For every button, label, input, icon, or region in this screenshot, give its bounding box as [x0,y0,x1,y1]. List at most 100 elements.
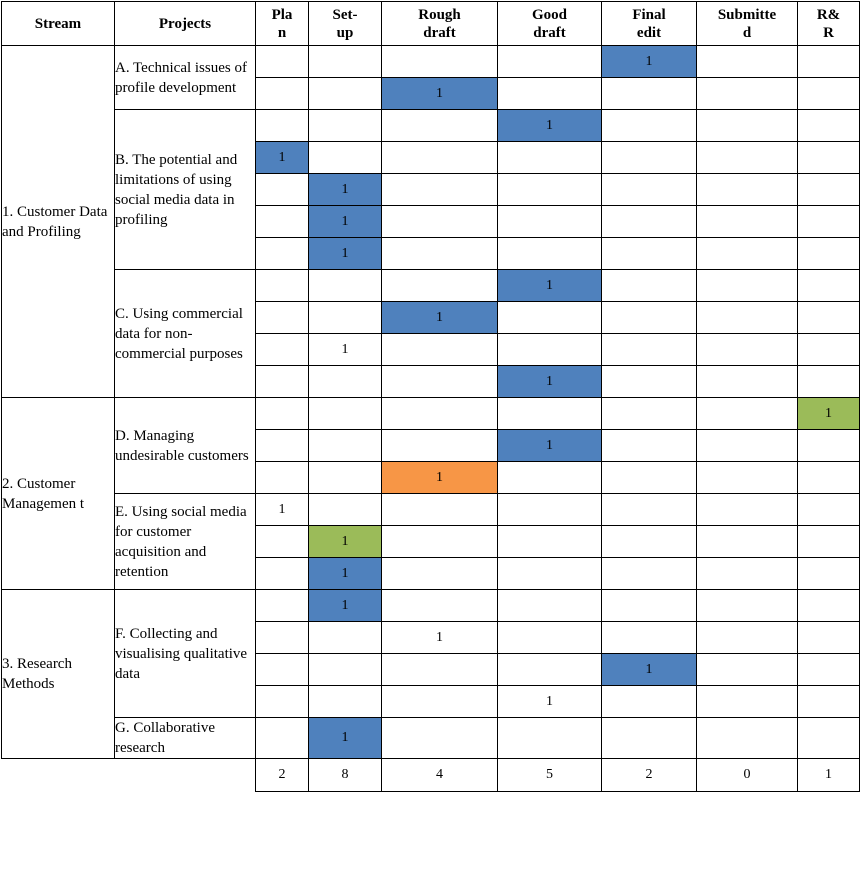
empty-cell [601,717,697,759]
empty-cell [601,621,697,654]
empty-cell [381,205,498,238]
empty-cell [601,173,697,206]
total-cell: 8 [308,758,382,792]
totals-spacer [2,759,256,792]
empty-cell [797,461,860,494]
header-good-draft: Good draft [497,1,602,46]
empty-cell [255,77,309,110]
empty-cell [797,45,860,78]
header-row: Stream Projects Pla n Set- up Rough draf… [1,1,860,46]
empty-cell [497,173,602,206]
empty-cell [381,525,498,558]
empty-cell [497,493,602,526]
empty-cell [497,77,602,110]
stream-label: 1. Customer Data and Profiling [1,45,115,398]
empty-cell [696,269,798,302]
header-projects: Projects [114,1,256,46]
empty-cell [601,141,697,174]
empty-cell [308,269,382,302]
table-row: 1 [2,461,860,494]
empty-cell [308,397,382,430]
table-row: 1 [2,301,860,334]
empty-cell [381,365,498,398]
empty-cell [797,653,860,686]
project-status-table: Stream Projects Pla n Set- up Rough draf… [1,1,860,792]
empty-cell [696,525,798,558]
status-cell: 1 [381,301,498,334]
empty-cell [797,141,860,174]
empty-cell [601,525,697,558]
table-row: E. Using social media for customer acqui… [2,493,860,590]
empty-cell [497,45,602,78]
table-row: 1 [2,205,860,238]
empty-cell [255,173,309,206]
empty-cell [308,77,382,110]
status-cell: 1 [308,589,382,622]
empty-cell [255,301,309,334]
empty-cell [308,621,382,654]
empty-cell [497,717,602,759]
project-label: C. Using commercial data for non-commerc… [114,269,256,398]
empty-cell [797,621,860,654]
empty-cell [255,429,309,462]
header-submitted: Submitte d [696,1,798,46]
empty-cell [255,621,309,654]
status-cell: 1 [497,365,602,398]
table-row: 1 [2,429,860,462]
empty-cell [381,45,498,78]
status-cell: 1 [381,77,498,110]
status-cell: 1 [497,269,602,302]
project-label: B. The potential and limitations of usin… [114,109,256,270]
empty-cell [797,333,860,366]
table-row: 1 [2,685,860,718]
empty-cell [797,525,860,558]
empty-cell [308,45,382,78]
empty-cell [381,429,498,462]
empty-cell [601,365,697,398]
empty-cell [696,621,798,654]
empty-cell [497,525,602,558]
empty-cell [797,589,860,622]
empty-cell [381,717,498,759]
empty-cell [381,237,498,270]
empty-cell [497,461,602,494]
status-cell: 1 [381,461,498,494]
header-stream: Stream [1,1,115,46]
empty-cell [381,493,498,526]
empty-cell [797,205,860,238]
empty-cell [601,397,697,430]
empty-cell [497,557,602,590]
empty-cell [381,333,498,366]
empty-cell [381,685,498,718]
total-cell: 2 [255,758,309,792]
empty-cell [696,685,798,718]
empty-cell [696,205,798,238]
empty-cell [601,269,697,302]
empty-cell [797,237,860,270]
table-row: 1 [2,365,860,398]
empty-cell [381,269,498,302]
empty-cell [601,109,697,142]
table-row: 2. Customer Managemen t D. Managing undes… [1,397,860,590]
empty-cell [308,461,382,494]
table-row: 1. Customer Data and Profiling A. Technic… [1,45,860,398]
total-cell: 0 [696,758,798,792]
empty-cell [497,589,602,622]
empty-cell [255,365,309,398]
status-cell: 1 [308,525,382,558]
empty-cell [308,365,382,398]
empty-cell [255,685,309,718]
empty-cell [797,109,860,142]
empty-cell [381,173,498,206]
empty-cell [308,653,382,686]
empty-cell [308,493,382,526]
empty-cell [601,589,697,622]
empty-cell [308,429,382,462]
empty-cell [601,237,697,270]
status-cell: 1 [308,333,382,366]
project-label: G. Collaborative research [114,717,256,759]
empty-cell [497,141,602,174]
empty-cell [308,685,382,718]
empty-cell [381,141,498,174]
empty-cell [797,365,860,398]
